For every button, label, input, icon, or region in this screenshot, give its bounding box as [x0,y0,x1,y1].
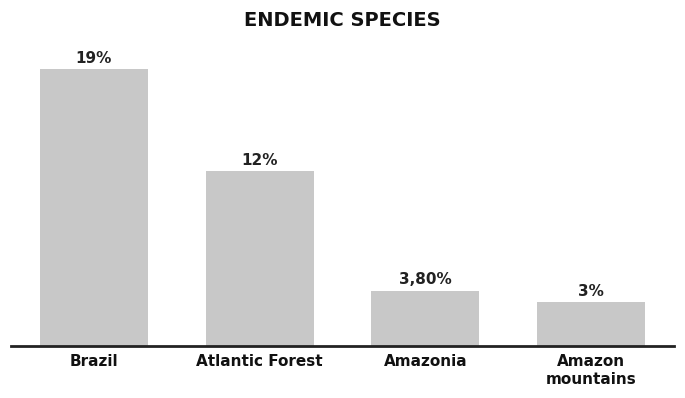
Text: 19%: 19% [76,51,112,66]
Bar [537,302,645,346]
Title: ENDEMIC SPECIES: ENDEMIC SPECIES [244,11,441,30]
Text: 3%: 3% [578,284,604,299]
Bar [206,171,314,346]
Bar [40,69,148,346]
Text: 3,80%: 3,80% [399,272,451,287]
Bar [371,291,480,346]
Text: 12%: 12% [241,152,278,168]
